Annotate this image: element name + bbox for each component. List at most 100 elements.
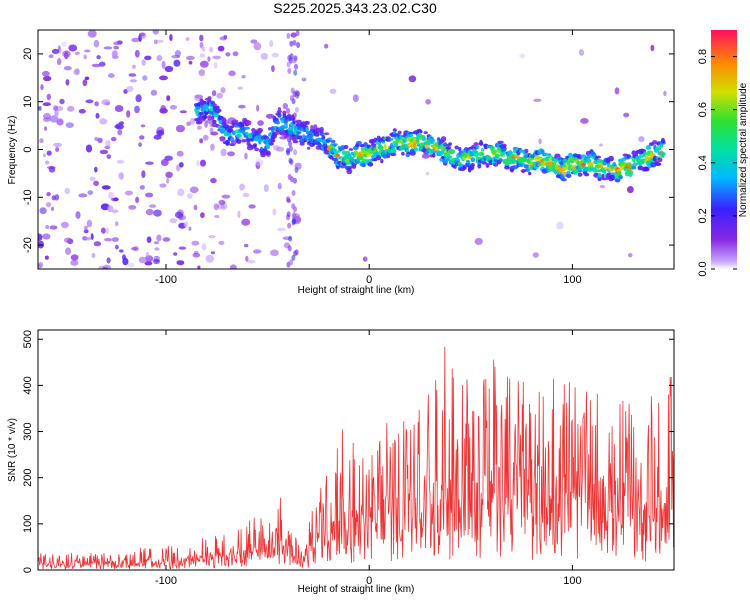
ridge-cell [268, 127, 272, 131]
noise-cell [61, 41, 67, 47]
colorbar-tick-label: 0.6 [697, 102, 709, 117]
ridge-cell [466, 159, 470, 164]
noise-cell [111, 209, 119, 214]
noise-cell [140, 124, 146, 128]
ridge-cell [508, 150, 513, 155]
noise-cell [63, 66, 72, 71]
ridge-cell [534, 155, 539, 161]
noise-cell [287, 245, 292, 252]
noise-cell [287, 68, 292, 74]
noise-cell [265, 113, 275, 119]
noise-cell [191, 240, 200, 246]
ridge-cell [305, 126, 309, 132]
noise-cell [171, 55, 181, 59]
noise-cell [89, 176, 96, 181]
ridge-cell [578, 169, 583, 173]
noise-cell [289, 95, 294, 102]
noise-cell [78, 193, 88, 198]
noise-cell [209, 127, 214, 134]
noise-cell [199, 138, 204, 144]
noise-cell [38, 106, 42, 111]
ridge-cell [547, 153, 552, 157]
noise-cell [146, 236, 152, 243]
noise-cell [127, 262, 135, 268]
ridge-cell [314, 132, 320, 137]
noise-cell [45, 202, 52, 208]
noise-cell [208, 235, 216, 239]
noise-cell [54, 109, 59, 117]
noise-cell [282, 103, 288, 110]
ridge-cell [227, 127, 234, 133]
y-tick-label: 10 [22, 96, 34, 108]
y-tick-label: 20 [22, 48, 34, 60]
noise-cell [176, 164, 181, 172]
ridge-cell [440, 146, 444, 151]
ridge-cell [198, 111, 205, 116]
noise-cell [138, 256, 147, 264]
noise-cell [64, 187, 71, 195]
noise-cell [277, 182, 282, 190]
ridge-cell [480, 148, 485, 152]
noise-cell [105, 227, 109, 235]
noise-cell [104, 145, 111, 150]
ridge-cell [491, 149, 497, 155]
ridge-cell [448, 155, 452, 159]
ridge-cell [480, 152, 485, 156]
y-tick-label: 0 [22, 146, 34, 152]
noise-cell [329, 88, 337, 94]
ridge-cell [595, 155, 601, 159]
noise-cell [46, 192, 51, 197]
noise-cell [87, 30, 97, 38]
noise-cell [256, 104, 260, 112]
noise-cell [421, 153, 430, 159]
ridge-cell [316, 137, 324, 143]
ridge-cell [202, 100, 207, 105]
noise-cell [153, 134, 162, 140]
noise-cell [287, 222, 292, 229]
noise-cell [230, 264, 237, 269]
ridge-cell [481, 161, 487, 165]
ridge-cell [326, 139, 331, 143]
noise-cell [199, 53, 205, 58]
noise-cell [272, 208, 277, 216]
noise-cell [73, 68, 80, 76]
noise-cell [174, 211, 184, 219]
noise-cell [292, 57, 297, 64]
noise-cell [201, 243, 207, 251]
noise-cell [218, 199, 226, 205]
ridge-cell [319, 131, 324, 136]
noise-cell [210, 251, 215, 255]
noise-cell [98, 61, 106, 67]
noise-cell [227, 151, 235, 157]
noise-cell [289, 259, 294, 266]
ridge-cell [219, 137, 226, 142]
noise-cell [42, 233, 51, 240]
ridge-cell [652, 140, 658, 145]
noise-cell [95, 112, 100, 119]
noise-cell [285, 147, 290, 154]
noise-cell [205, 254, 215, 263]
noise-cell [42, 70, 50, 77]
ridge-cell [511, 165, 519, 170]
noise-cell [425, 171, 430, 176]
ridge-cell [631, 165, 637, 170]
noise-cell [49, 115, 59, 123]
ridge-cell [277, 107, 282, 112]
ridge-cell [330, 139, 336, 144]
colorbar-tick-label: 0.0 [697, 261, 709, 276]
noise-cell [144, 55, 152, 61]
noise-cell [164, 65, 174, 73]
noise-cell [153, 258, 160, 265]
ridge-cell [236, 139, 242, 144]
noise-cell [83, 229, 89, 234]
noise-cell [216, 92, 223, 99]
noise-cell [286, 61, 291, 68]
noise-cell [638, 136, 645, 143]
ridge-cell [523, 164, 530, 169]
y-tick-label: 0 [22, 567, 34, 573]
noise-cell [49, 225, 58, 230]
ridge-cell [645, 166, 649, 172]
noise-cell [166, 95, 171, 101]
ridge-cell [202, 115, 207, 120]
noise-cell [169, 104, 178, 110]
